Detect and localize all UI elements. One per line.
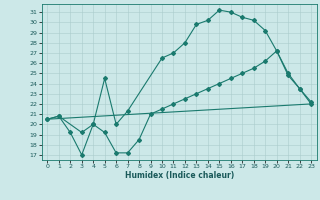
X-axis label: Humidex (Indice chaleur): Humidex (Indice chaleur) xyxy=(124,171,234,180)
